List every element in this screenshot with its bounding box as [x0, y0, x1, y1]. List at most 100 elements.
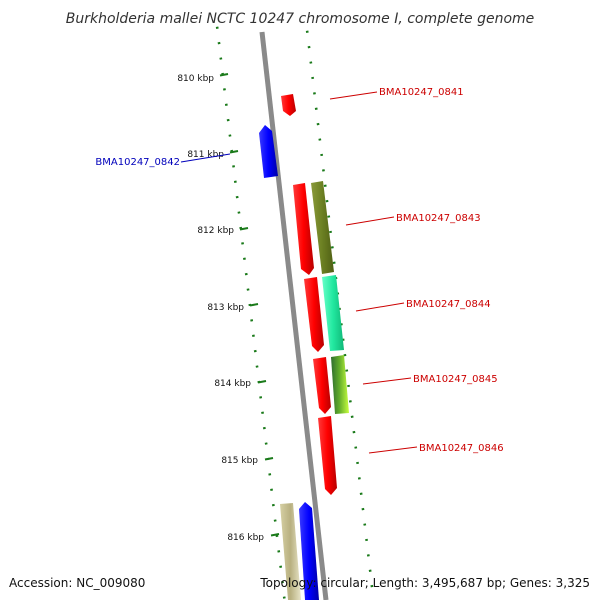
minor-tick	[365, 538, 368, 542]
gene-label-0845[interactable]: BMA10247_0845	[413, 374, 498, 385]
scale-label-815: 815 kbp	[221, 456, 258, 466]
minor-tick	[255, 365, 259, 368]
minor-tick	[313, 92, 316, 95]
gene-label-0844[interactable]: BMA10247_0844	[406, 299, 491, 310]
gene-arrow-0841[interactable]	[281, 94, 296, 116]
minor-tick	[350, 415, 354, 418]
minor-tick	[323, 184, 327, 187]
minor-tick	[316, 122, 320, 126]
minor-tick	[261, 411, 264, 414]
minor-tick	[250, 319, 254, 322]
leader-line-0843	[345, 216, 395, 226]
scale-label-814: 814 kbp	[214, 379, 251, 389]
minor-tick	[307, 45, 311, 49]
gene-label-0842[interactable]: BMA10247_0842	[95, 157, 180, 168]
leader-line-0841	[329, 91, 378, 100]
accession-text: Accession: NC_009080	[9, 576, 145, 590]
major-tick	[249, 303, 259, 307]
minor-tick	[282, 596, 286, 599]
scale-label-811: 811 kbp	[187, 150, 224, 160]
minor-tick	[259, 396, 263, 399]
leader-line-0844	[355, 302, 405, 312]
minor-tick	[352, 430, 356, 434]
minor-tick	[241, 242, 244, 245]
gene-arrow-0844[interactable]	[304, 277, 324, 352]
minor-tick	[262, 426, 266, 430]
major-tick	[270, 533, 280, 537]
gene-arrow-0846[interactable]	[318, 416, 337, 495]
gene-arrow-0843[interactable]	[293, 183, 314, 275]
map-title: Burkholderia mallei NCTC 10247 chromosom…	[66, 11, 535, 27]
major-tick	[219, 73, 229, 77]
minor-tick	[281, 580, 284, 584]
minor-tick	[332, 261, 336, 264]
major-tick	[229, 150, 239, 154]
gene-block-khaki[interactable]	[280, 503, 301, 600]
scale-label-816: 816 kbp	[227, 533, 264, 543]
minor-tick	[230, 149, 234, 153]
minor-tick	[215, 26, 219, 29]
gene-labels: BMA10247_0841 BMA10247_0842 BMA10247_084…	[95, 87, 503, 454]
major-tick	[257, 380, 267, 384]
gene-block-lime[interactable]	[331, 355, 349, 414]
minor-tick	[221, 72, 225, 76]
gene-arrow-blue-lower[interactable]	[299, 502, 319, 600]
minor-tick	[237, 211, 241, 214]
minor-tick	[232, 165, 235, 168]
minor-tick	[228, 134, 232, 137]
leader-line-0846	[368, 446, 418, 454]
reverse-strand-features	[259, 125, 319, 600]
gene-block-teal[interactable]	[322, 275, 344, 351]
scale-labels: 810 kbp 811 kbp 812 kbp 813 kbp 814 kbp …	[177, 73, 280, 543]
minor-tick	[356, 461, 359, 465]
minor-tick	[224, 103, 228, 106]
minor-tick	[327, 215, 331, 218]
minor-tick	[347, 384, 350, 388]
minor-tick	[252, 334, 255, 337]
minor-tick	[226, 118, 230, 122]
minor-tick	[370, 584, 374, 588]
minor-tick	[264, 442, 268, 445]
minor-tick	[311, 76, 315, 80]
minor-tick	[329, 230, 332, 234]
minor-tick	[271, 503, 275, 507]
minor-tick	[348, 400, 352, 403]
minor-tick	[223, 88, 226, 91]
gene-block-olive[interactable]	[311, 181, 334, 274]
minor-tick	[270, 488, 273, 491]
leader-line-0842	[180, 153, 231, 163]
minor-tick	[246, 288, 250, 291]
minor-tick	[322, 169, 325, 172]
gene-label-0846[interactable]: BMA10247_0846	[419, 443, 504, 454]
minor-tick	[253, 349, 257, 353]
minor-tick	[243, 257, 246, 260]
minor-tick	[277, 550, 281, 553]
minor-tick	[233, 180, 237, 183]
gene-label-0843[interactable]: BMA10247_0843	[396, 213, 481, 224]
minor-tick	[275, 534, 279, 538]
topology-text: Topology: circular; Length: 3,495,687 bp…	[259, 576, 590, 590]
minor-tick	[309, 61, 313, 64]
minor-tick	[219, 57, 223, 60]
scale-label-810: 810 kbp	[177, 74, 214, 84]
outer-tick-track	[305, 30, 374, 588]
minor-tick	[268, 473, 272, 476]
gene-label-0841[interactable]: BMA10247_0841	[379, 87, 464, 98]
minor-tick	[363, 523, 367, 526]
gene-arrow-0842[interactable]	[259, 125, 278, 178]
minor-tick	[279, 565, 283, 568]
minor-tick	[330, 246, 334, 249]
minor-tick	[320, 153, 324, 157]
scale-label-812: 812 kbp	[197, 226, 234, 236]
minor-tick	[325, 199, 329, 203]
minor-tick	[366, 554, 370, 557]
gene-arrow-0845[interactable]	[313, 357, 331, 414]
minor-tick	[345, 369, 349, 372]
minor-tick	[318, 138, 322, 141]
minor-tick	[217, 41, 221, 45]
leader-line-0845	[362, 377, 412, 385]
genome-backbone	[259, 31, 329, 600]
minor-tick	[354, 446, 358, 449]
minor-tick	[357, 477, 361, 480]
